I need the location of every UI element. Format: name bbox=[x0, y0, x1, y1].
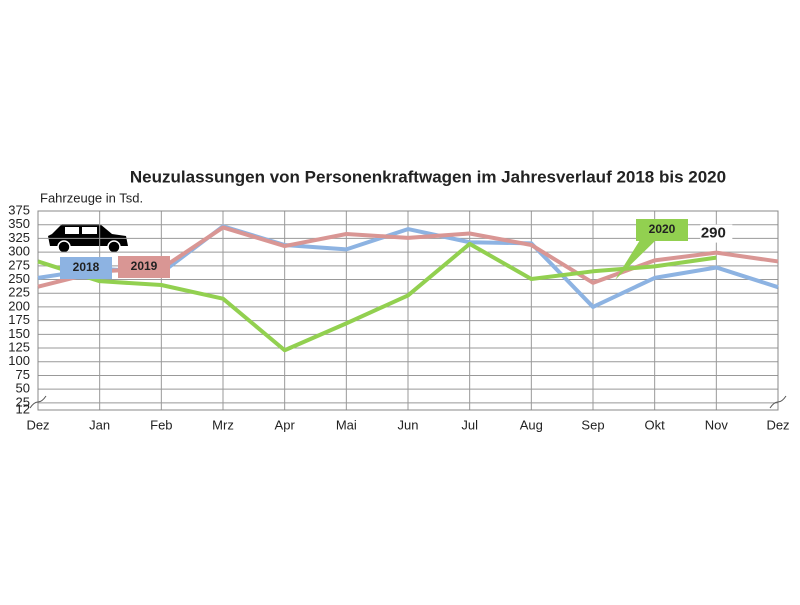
x-tick-label: Mrz bbox=[212, 417, 234, 432]
y-tick-label: 50 bbox=[16, 381, 30, 396]
x-tick-label: Mai bbox=[336, 417, 357, 432]
y-tick-label: 100 bbox=[8, 353, 30, 368]
legend-box bbox=[118, 256, 170, 278]
y-axis-label: Fahrzeuge in Tsd. bbox=[40, 190, 143, 205]
x-tick-label: Dez bbox=[766, 417, 789, 432]
x-tick-label: Okt bbox=[645, 417, 666, 432]
value-label-bg bbox=[700, 224, 733, 243]
legend-label: 2019 bbox=[131, 259, 158, 273]
y-tick-label: 175 bbox=[8, 312, 30, 327]
x-tick-label: Feb bbox=[150, 417, 172, 432]
plot-frame bbox=[37, 210, 779, 411]
y-tick-label: 150 bbox=[8, 326, 30, 341]
legend-pointer bbox=[615, 240, 656, 280]
axis-break bbox=[29, 395, 47, 409]
y-tick-label: 350 bbox=[8, 216, 30, 231]
y-tick-label: 12 bbox=[16, 401, 30, 416]
car-icon bbox=[48, 224, 128, 254]
x-tick-label: Apr bbox=[275, 417, 296, 432]
x-tick-label: Nov bbox=[705, 417, 729, 432]
y-tick-label: 25 bbox=[16, 394, 30, 409]
y-tick-label: 325 bbox=[8, 230, 30, 245]
y-tick-label: 75 bbox=[16, 367, 30, 382]
x-tick-label: Jun bbox=[398, 417, 419, 432]
y-tick-label: 125 bbox=[8, 339, 30, 354]
axis-break bbox=[769, 395, 787, 409]
y-tick-label: 225 bbox=[8, 285, 30, 300]
legend-box bbox=[60, 257, 112, 279]
legend-label: 2018 bbox=[73, 260, 100, 274]
legend-label: 2020 bbox=[649, 222, 676, 236]
x-tick-label: Jan bbox=[89, 417, 110, 432]
y-tick-label: 375 bbox=[8, 202, 30, 217]
x-tick-label: Aug bbox=[520, 417, 543, 432]
x-tick-label: Jul bbox=[461, 417, 478, 432]
x-tick-label: Sep bbox=[581, 417, 604, 432]
y-tick-label: 250 bbox=[8, 271, 30, 286]
series-line bbox=[37, 241, 717, 353]
x-tick-label: Dez bbox=[26, 417, 49, 432]
chart-title: Neuzulassungen von Personenkraftwagen im… bbox=[130, 167, 726, 186]
y-tick-label: 275 bbox=[8, 257, 30, 272]
y-tick-label: 300 bbox=[8, 244, 30, 259]
legend-box bbox=[636, 219, 688, 241]
value-label: 290 bbox=[701, 225, 726, 242]
y-tick-label: 200 bbox=[8, 298, 30, 313]
